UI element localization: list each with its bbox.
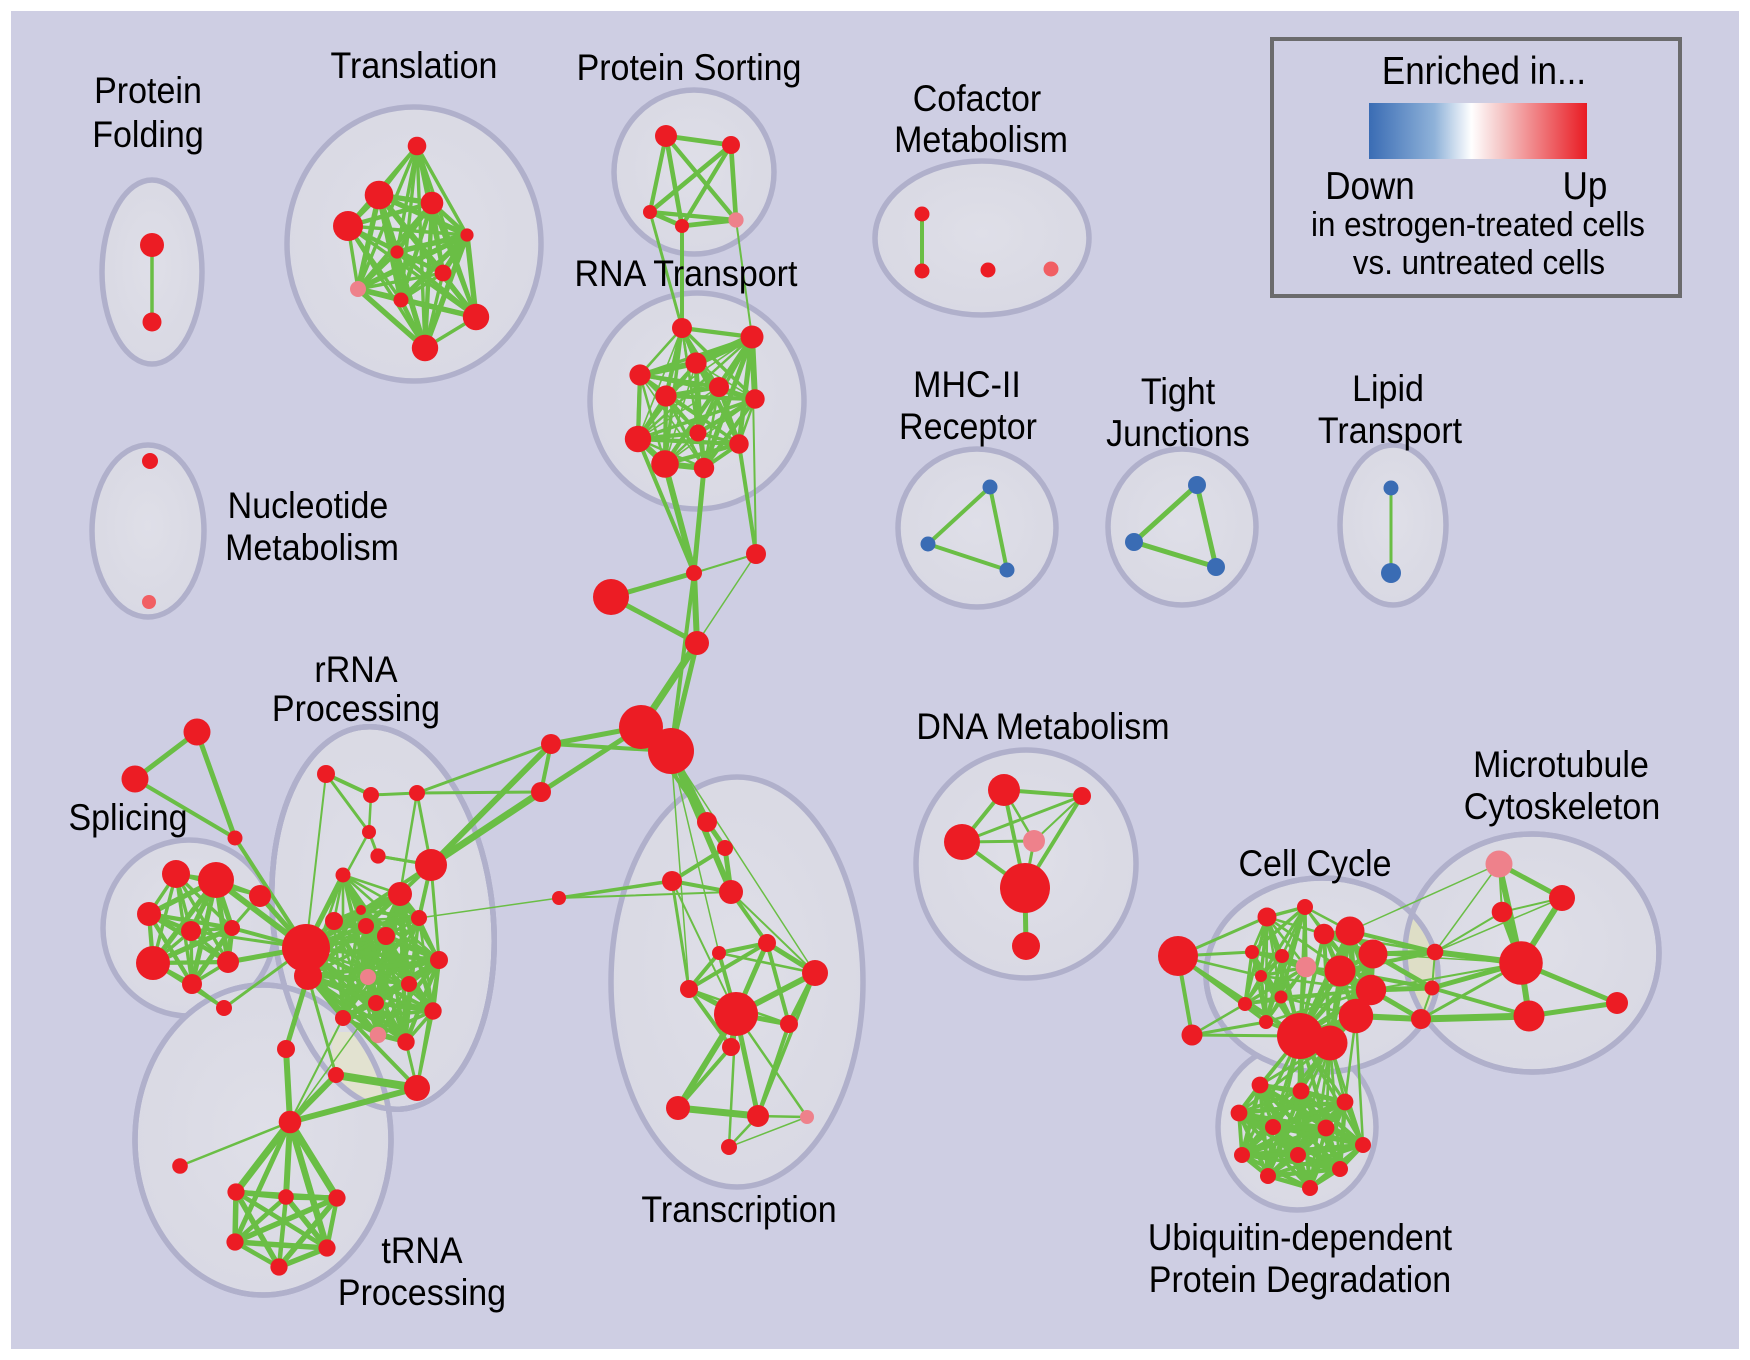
svg-text:Microtubule: Microtubule xyxy=(1473,744,1649,786)
svg-text:rRNA: rRNA xyxy=(314,649,397,691)
svg-text:MHC-II: MHC-II xyxy=(913,364,1021,406)
svg-text:Up: Up xyxy=(1563,164,1608,207)
svg-text:in estrogen-treated cells: in estrogen-treated cells xyxy=(1311,205,1645,244)
svg-text:Folding: Folding xyxy=(92,113,203,155)
svg-text:Protein: Protein xyxy=(94,69,202,111)
svg-text:Transport: Transport xyxy=(1318,409,1462,451)
svg-text:Protein Sorting: Protein Sorting xyxy=(577,46,802,88)
svg-text:Tight: Tight xyxy=(1141,371,1215,413)
svg-text:tRNA: tRNA xyxy=(381,1230,462,1272)
svg-text:vs. untreated cells: vs. untreated cells xyxy=(1353,243,1605,282)
svg-text:Splicing: Splicing xyxy=(68,796,187,838)
svg-text:Cytoskeleton: Cytoskeleton xyxy=(1464,785,1661,827)
svg-text:RNA Transport: RNA Transport xyxy=(575,253,798,295)
svg-text:Ubiquitin-dependent: Ubiquitin-dependent xyxy=(1148,1217,1452,1259)
svg-text:Lipid: Lipid xyxy=(1352,367,1424,409)
svg-text:Enriched in...: Enriched in... xyxy=(1382,50,1586,93)
svg-text:Translation: Translation xyxy=(331,45,498,87)
svg-text:DNA Metabolism: DNA Metabolism xyxy=(916,705,1169,747)
svg-text:Processing: Processing xyxy=(338,1272,506,1314)
svg-text:Down: Down xyxy=(1325,164,1414,207)
svg-text:Cofactor: Cofactor xyxy=(913,78,1042,120)
svg-text:Protein Degradation: Protein Degradation xyxy=(1149,1258,1451,1300)
svg-text:Cell Cycle: Cell Cycle xyxy=(1238,843,1391,885)
svg-text:Transcription: Transcription xyxy=(641,1189,836,1231)
svg-text:Nucleotide: Nucleotide xyxy=(228,485,389,527)
svg-text:Processing: Processing xyxy=(272,688,440,730)
svg-text:Receptor: Receptor xyxy=(899,406,1037,448)
svg-text:Metabolism: Metabolism xyxy=(894,119,1068,161)
svg-text:Junctions: Junctions xyxy=(1106,413,1250,455)
svg-text:Metabolism: Metabolism xyxy=(225,527,399,569)
